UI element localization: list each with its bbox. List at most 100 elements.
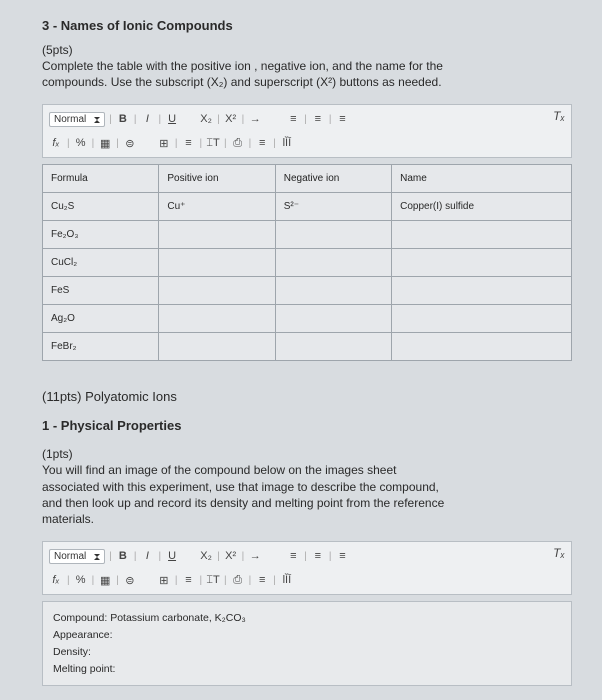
underline-button[interactable]: U (165, 111, 179, 127)
cell-formula[interactable]: Ag₂O (43, 305, 159, 333)
style-select[interactable]: Normal (49, 112, 105, 127)
subscript-button-2[interactable]: X₂ (199, 548, 213, 564)
cell-pos[interactable] (159, 249, 275, 277)
table-row: FeS (43, 277, 572, 305)
rich-text-toolbar-2: Tₓ Normal | B | I | U X₂ | X² | → ≡ | ≡ … (42, 541, 572, 595)
cell-formula[interactable]: CuCl₂ (43, 249, 159, 277)
col-formula: Formula (43, 165, 159, 193)
superscript-button[interactable]: X² (224, 111, 238, 127)
line-tool-button[interactable]: ⌶T (206, 135, 220, 151)
density-line: Density: (53, 644, 561, 661)
style-select-2[interactable]: Normal (49, 549, 105, 564)
italic-button-2[interactable]: I (140, 548, 154, 564)
col-positive: Positive ion (159, 165, 275, 193)
ltr-button[interactable]: ≡ (255, 135, 269, 151)
list-button-2b[interactable]: ≡ (311, 548, 325, 564)
rich-text-toolbar: Tₓ Normal | B | I | U X₂ | X² | → ≡ | ≡ … (42, 104, 572, 158)
arrow-button[interactable]: → (248, 111, 262, 127)
cell-neg[interactable]: S²⁻ (275, 193, 391, 221)
lang-button-2[interactable]: lĬĪ (280, 572, 294, 588)
indent-button-2[interactable]: ≡ (181, 572, 195, 588)
table-button-2[interactable]: ⊞ (157, 572, 171, 588)
style-select-label-2: Normal (54, 551, 86, 562)
cell-formula[interactable]: Fe₂O₃ (43, 221, 159, 249)
link-button[interactable]: % (74, 135, 88, 151)
melting-line: Melting point: (53, 661, 561, 678)
equation-button[interactable]: ⊜ (123, 135, 137, 151)
subscript-button[interactable]: X₂ (199, 111, 213, 127)
section-heading: 3 - Names of Ionic Compounds (42, 18, 572, 33)
fx-button[interactable]: fₓ (49, 135, 63, 151)
compound-line: Compound: Potassium carbonate, K₂CO₃ (53, 610, 561, 627)
instructions: Complete the table with the positive ion… (42, 58, 572, 90)
image-button-2[interactable]: ▦ (98, 572, 112, 588)
cell-pos[interactable] (159, 277, 275, 305)
superscript-button-2[interactable]: X² (224, 548, 238, 564)
image-button[interactable]: ▦ (98, 135, 112, 151)
polyatomic-heading: (11pts) Polyatomic Ions (42, 389, 572, 404)
cell-pos[interactable] (159, 305, 275, 333)
cell-neg[interactable] (275, 305, 391, 333)
table-row: Cu₂S Cu⁺ S²⁻ Copper(I) sulfide (43, 193, 572, 221)
col-negative: Negative ion (275, 165, 391, 193)
cell-neg[interactable] (275, 333, 391, 361)
style-select-label: Normal (54, 114, 86, 125)
cell-name[interactable] (392, 221, 572, 249)
table-row: Ag₂O (43, 305, 572, 333)
equation-button-2[interactable]: ⊜ (123, 572, 137, 588)
list-button-3[interactable]: ≡ (336, 111, 350, 127)
instr2-line4: materials. (42, 512, 94, 526)
cell-pos[interactable]: Cu⁺ (159, 193, 275, 221)
table-button[interactable]: ⊞ (157, 135, 171, 151)
cell-name[interactable] (392, 333, 572, 361)
cell-pos[interactable] (159, 221, 275, 249)
italic-button[interactable]: I (140, 111, 154, 127)
cell-neg[interactable] (275, 277, 391, 305)
table-row: FeBr₂ (43, 333, 572, 361)
cell-neg[interactable] (275, 249, 391, 277)
clear-format-button[interactable]: Tₓ (553, 109, 565, 123)
instr-line1: Complete the table with the positive ion… (42, 59, 443, 73)
list-button-3b[interactable]: ≡ (336, 548, 350, 564)
instructions-2: You will find an image of the compound b… (42, 462, 572, 527)
appearance-line: Appearance: (53, 627, 561, 644)
cell-name[interactable] (392, 305, 572, 333)
underline-button-2[interactable]: U (165, 548, 179, 564)
link-button-2[interactable]: % (74, 572, 88, 588)
bold-button[interactable]: B (116, 111, 130, 127)
fx-button-2[interactable]: fₓ (49, 572, 63, 588)
instr2-line1: You will find an image of the compound b… (42, 463, 396, 477)
instr2-line3: and then look up and record its density … (42, 496, 444, 510)
cell-name[interactable] (392, 277, 572, 305)
cell-formula[interactable]: Cu₂S (43, 193, 159, 221)
table-header-row: Formula Positive ion Negative ion Name (43, 165, 572, 193)
cell-name[interactable]: Copper(I) sulfide (392, 193, 572, 221)
instr-line2: compounds. Use the subscript (X₂) and su… (42, 75, 442, 89)
points-label-2: (1pts) (42, 447, 572, 461)
cell-formula[interactable]: FeBr₂ (43, 333, 159, 361)
physical-properties-heading: 1 - Physical Properties (42, 418, 572, 433)
col-name: Name (392, 165, 572, 193)
ltr-button-2[interactable]: ≡ (255, 572, 269, 588)
lang-button[interactable]: lĬĪ (280, 135, 294, 151)
table-row: CuCl₂ (43, 249, 572, 277)
cell-formula[interactable]: FeS (43, 277, 159, 305)
cell-pos[interactable] (159, 333, 275, 361)
misc-button[interactable]: ⎙ (231, 135, 245, 151)
answer-box[interactable]: Compound: Potassium carbonate, K₂CO₃ App… (42, 601, 572, 686)
points-label: (5pts) (42, 43, 572, 57)
indent-button[interactable]: ≡ (181, 135, 195, 151)
list-button-2[interactable]: ≡ (311, 111, 325, 127)
line-tool-button-2[interactable]: ⌶T (206, 572, 220, 588)
list-button-1[interactable]: ≡ (286, 111, 300, 127)
clear-format-button-2[interactable]: Tₓ (553, 546, 565, 560)
misc-button-2[interactable]: ⎙ (231, 572, 245, 588)
cell-name[interactable] (392, 249, 572, 277)
ionic-compounds-table: Formula Positive ion Negative ion Name C… (42, 164, 572, 361)
bold-button-2[interactable]: B (116, 548, 130, 564)
table-row: Fe₂O₃ (43, 221, 572, 249)
instr2-line2: associated with this experiment, use tha… (42, 480, 439, 494)
arrow-button-2[interactable]: → (248, 548, 262, 564)
list-button-1b[interactable]: ≡ (286, 548, 300, 564)
cell-neg[interactable] (275, 221, 391, 249)
